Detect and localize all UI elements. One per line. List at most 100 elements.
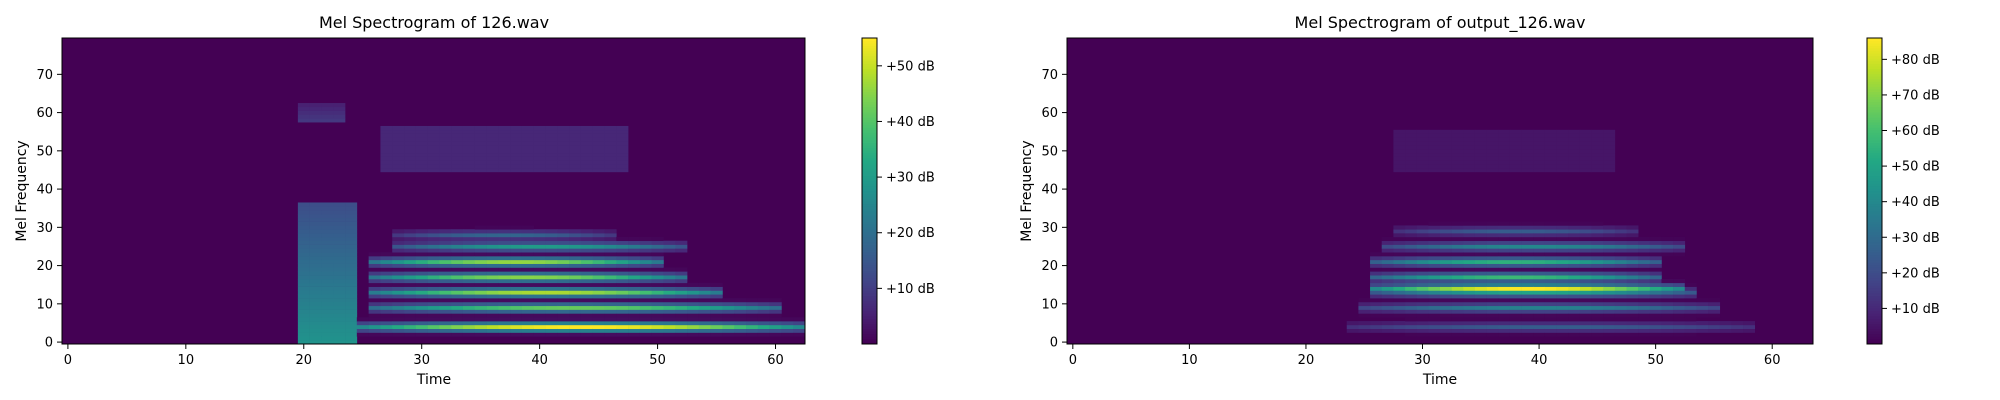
heatmap-cell — [486, 240, 499, 245]
heatmap-cell — [1451, 309, 1464, 314]
heatmap-cell — [392, 271, 405, 276]
colorbar-frame — [861, 37, 878, 345]
heatmap-cell — [557, 263, 570, 268]
heatmap-cell — [1474, 294, 1487, 299]
colorbar-segment — [1867, 145, 1882, 149]
heatmap-cell — [1405, 275, 1417, 280]
heatmap-cell — [1416, 256, 1429, 261]
heatmap-cell — [1556, 236, 1569, 242]
colorbar-segment — [1867, 198, 1882, 202]
heatmap-cell — [1416, 248, 1429, 253]
colorbar-segment — [1867, 60, 1882, 64]
colorbar-tick-label: +20 dB — [886, 226, 935, 241]
heatmap-cell — [498, 129, 511, 134]
heatmap-cell — [1509, 129, 1522, 134]
heatmap-cell — [297, 206, 310, 211]
heatmap-cell — [545, 236, 558, 242]
heatmap-cell — [439, 252, 452, 257]
heatmap-cell — [321, 267, 334, 272]
heatmap-cell — [333, 340, 346, 345]
heatmap-cell — [345, 336, 358, 341]
heatmap-cell — [616, 301, 629, 307]
heatmap-cell — [1428, 129, 1441, 134]
heatmap-cell — [1731, 328, 1744, 333]
heatmap-cell — [1533, 309, 1546, 314]
heatmap-cell — [592, 141, 605, 146]
heatmap-cell — [1416, 294, 1429, 299]
heatmap-cell — [592, 236, 605, 242]
heatmap-cell — [392, 156, 405, 161]
heatmap-cell — [604, 305, 617, 310]
heatmap-cell — [1440, 141, 1452, 146]
heatmap-cell — [1451, 248, 1464, 253]
heatmap-cell — [1440, 259, 1452, 264]
heatmap-cell — [746, 317, 759, 322]
x-tick-label: 30 — [1414, 353, 1431, 368]
y-tick-label: 50 — [1041, 144, 1058, 159]
heatmap-cell — [380, 275, 393, 280]
heatmap-cell — [333, 301, 346, 307]
heatmap-cell — [1533, 278, 1546, 284]
heatmap-cell — [533, 282, 546, 287]
heatmap-cell — [1591, 324, 1604, 330]
heatmap-cell — [1428, 156, 1441, 161]
heatmap-cell — [781, 324, 794, 330]
heatmap-cell — [510, 240, 523, 245]
colorbar-segment — [1867, 193, 1882, 197]
heatmap-cell — [1416, 313, 1429, 318]
colorbar-segment — [1867, 270, 1882, 273]
heatmap-cell — [1521, 309, 1534, 314]
heatmap-cell — [1661, 252, 1674, 257]
colorbar-segment — [862, 173, 877, 177]
heatmap-cell — [1533, 305, 1546, 310]
heatmap-cell — [345, 313, 358, 318]
colorbar-segment — [1867, 267, 1882, 271]
heatmap-cell — [1405, 321, 1417, 326]
heatmap-cell — [392, 152, 405, 157]
heatmap-cell — [710, 313, 723, 318]
heatmap-cell — [1533, 332, 1546, 337]
heatmap-cell — [757, 332, 770, 337]
heatmap-cell — [628, 332, 641, 337]
heatmap-cell — [1509, 275, 1522, 280]
heatmap-cell — [1533, 256, 1546, 261]
heatmap-cell — [1626, 294, 1639, 299]
heatmap-cell — [1405, 129, 1417, 134]
heatmap-cell — [592, 244, 605, 249]
heatmap-cell — [439, 152, 452, 157]
heatmap-cell — [1486, 301, 1499, 307]
heatmap-cell — [333, 324, 346, 330]
heatmap-cell — [498, 225, 511, 230]
y-tick-label: 40 — [1041, 183, 1058, 198]
heatmap-cell — [639, 305, 652, 310]
heatmap-cell — [1498, 252, 1511, 257]
heatmap-cell — [380, 286, 393, 291]
heatmap-cell — [616, 168, 629, 173]
heatmap-cell — [1603, 317, 1616, 322]
heatmap-cell — [521, 332, 535, 337]
heatmap-cell — [1603, 328, 1616, 333]
heatmap-cell — [1708, 313, 1721, 318]
heatmap-cell — [1381, 321, 1394, 326]
heatmap-cell — [533, 271, 546, 276]
heatmap-cell — [592, 267, 605, 272]
heatmap-cell — [592, 240, 605, 245]
heatmap-cell — [639, 240, 652, 245]
heatmap-cell — [569, 229, 582, 234]
heatmap-cell — [415, 156, 428, 161]
heatmap-cell — [1696, 328, 1709, 333]
heatmap-cell — [1626, 233, 1639, 238]
heatmap-cell — [1544, 221, 1557, 226]
heatmap-cell — [451, 332, 464, 337]
heatmap-cell — [404, 324, 417, 330]
heatmap-cell — [380, 321, 393, 326]
heatmap-cell — [1486, 164, 1499, 169]
heatmap-cell — [1440, 244, 1452, 249]
heatmap-cell — [1498, 271, 1511, 276]
heatmap-cell — [569, 309, 582, 314]
heatmap-cell — [687, 313, 700, 318]
heatmap-cell — [533, 301, 546, 307]
heatmap-cell — [687, 305, 700, 310]
heatmap-cell — [1393, 278, 1406, 284]
heatmap-cell — [1358, 309, 1371, 314]
